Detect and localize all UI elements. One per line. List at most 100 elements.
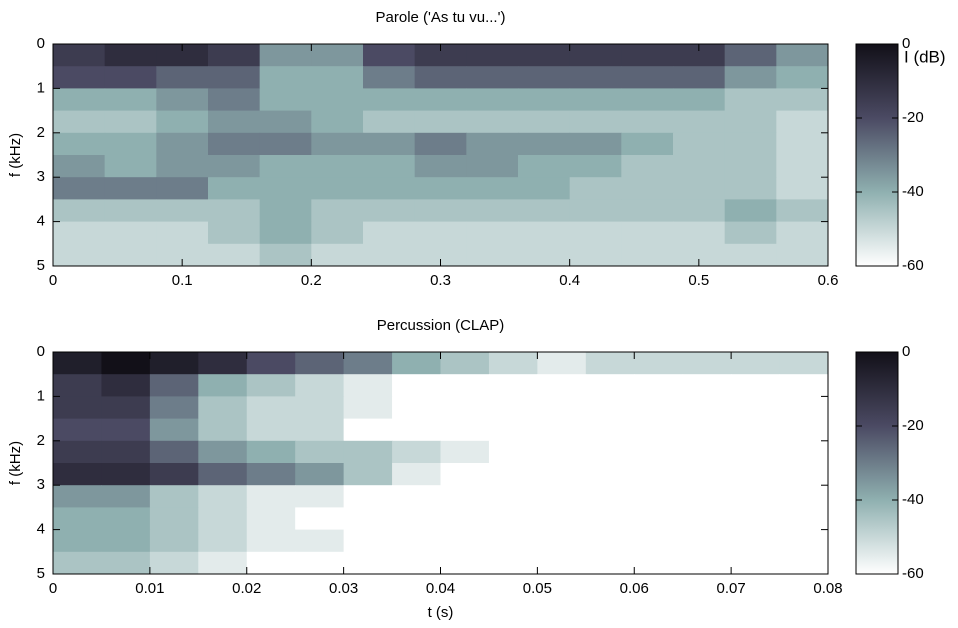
heat-cell — [101, 485, 151, 508]
x-tick-label: 0.04 — [426, 580, 455, 597]
colorbar-tick-label: -20 — [902, 417, 924, 434]
heat-cell — [208, 66, 261, 89]
heat-cell — [466, 110, 519, 134]
heat-cell — [246, 463, 296, 486]
heat-cell — [208, 88, 261, 112]
heat-cell — [392, 352, 441, 375]
heat-cell — [208, 44, 261, 67]
heat-cell — [682, 485, 732, 508]
heat-cell — [363, 221, 416, 245]
heat-cell — [682, 463, 732, 486]
heat-cell — [414, 243, 467, 267]
heat-cell — [208, 155, 261, 178]
heat-cell — [101, 463, 151, 486]
heat-cell — [53, 199, 106, 223]
heat-cell — [518, 88, 571, 112]
heat-cell — [156, 177, 209, 200]
heat-cell — [198, 463, 248, 486]
heat-cell — [518, 155, 571, 178]
chart-title: Parole ('As tu vu...') — [376, 9, 506, 26]
y-tick-label: 3 — [37, 168, 45, 185]
heat-cell — [156, 44, 209, 67]
heat-cell — [104, 110, 157, 134]
heat-cell — [53, 529, 102, 553]
heat-cell — [53, 396, 102, 420]
heat-cell — [198, 507, 248, 531]
heat-cell — [585, 551, 635, 575]
y-tick-label: 2 — [37, 124, 45, 141]
heat-cell — [488, 352, 538, 375]
heat-cell — [724, 155, 777, 178]
heat-cell — [149, 485, 199, 508]
heat-cell — [673, 66, 726, 89]
heat-cell — [488, 485, 538, 508]
heat-cell — [208, 110, 261, 134]
heat-cell — [466, 177, 519, 200]
heat-cell — [682, 374, 732, 397]
heat-cell — [198, 352, 248, 375]
heat-cell — [537, 374, 587, 397]
heat-cell — [343, 463, 393, 486]
heat-cell — [392, 463, 441, 486]
heat-cell — [488, 507, 538, 531]
heat-cell — [149, 396, 199, 420]
heat-cell — [488, 551, 538, 575]
colorbar — [856, 44, 898, 266]
heat-cell — [246, 529, 296, 553]
heat-cell — [311, 66, 364, 89]
heat-cell — [392, 418, 441, 442]
heat-cell — [53, 88, 106, 112]
heat-cell — [682, 507, 732, 531]
heat-cell — [488, 418, 538, 442]
heat-cell — [311, 221, 364, 245]
heat-cell — [246, 507, 296, 531]
colorbar-tick-label: -60 — [902, 565, 924, 582]
heat-cell — [208, 132, 261, 156]
heat-cell — [156, 132, 209, 156]
heat-cell — [53, 132, 106, 156]
y-tick-label: 5 — [37, 565, 45, 582]
heat-cell — [682, 396, 732, 420]
heat-cell — [343, 396, 393, 420]
heat-cell — [779, 551, 829, 575]
heat-cell — [682, 440, 732, 464]
heat-cell — [440, 485, 490, 508]
heat-cell — [414, 66, 467, 89]
heat-cell — [414, 110, 467, 134]
heat-cell — [776, 132, 829, 156]
x-tick-label: 0.06 — [620, 580, 649, 597]
heat-cell — [776, 44, 829, 67]
heat-cell — [776, 199, 829, 223]
y-tick-label: 5 — [37, 257, 45, 274]
heat-cell — [208, 199, 261, 223]
heat-cell — [569, 132, 622, 156]
heat-cell — [414, 155, 467, 178]
heat-cell — [343, 551, 393, 575]
heat-cell — [569, 44, 622, 67]
heat-cell — [779, 374, 829, 397]
heat-cell — [731, 396, 781, 420]
heat-cell — [246, 352, 296, 375]
x-tick-label: 0.02 — [232, 580, 261, 597]
heat-cell — [488, 396, 538, 420]
heat-cell — [537, 396, 587, 420]
heat-cell — [537, 507, 587, 531]
heat-cell — [634, 551, 684, 575]
colorbar-tick-label: -60 — [902, 257, 924, 274]
heat-cell — [779, 485, 829, 508]
heat-cell — [295, 440, 345, 464]
heat-cell — [673, 221, 726, 245]
heat-cell — [53, 551, 102, 575]
heat-cell — [466, 243, 519, 267]
y-tick-label: 1 — [37, 79, 45, 96]
heat-cell — [634, 396, 684, 420]
heat-cell — [363, 243, 416, 267]
heat-cell — [724, 132, 777, 156]
chart-title: Percussion (CLAP) — [377, 317, 505, 334]
colorbar-tick-label: 0 — [902, 35, 910, 52]
heat-cell — [488, 529, 538, 553]
heat-cell — [466, 221, 519, 245]
heat-cell — [392, 529, 441, 553]
heat-cell — [731, 463, 781, 486]
y-axis-label: f (kHz) — [7, 441, 24, 485]
